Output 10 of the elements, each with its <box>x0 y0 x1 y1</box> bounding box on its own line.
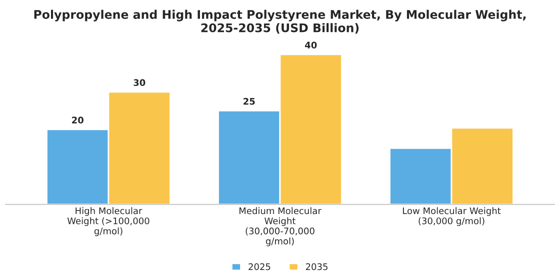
data-label: 25 <box>244 98 255 105</box>
legend-label: 2035 <box>306 263 328 270</box>
x-tick-label: Medium Molecular Weight (30,000-70,000 g/mol) <box>239 207 322 246</box>
chart-title: Polypropylene and High Impact Polystyrene Market, By Molecular Weight, 2025-2035 (USD Billion) <box>34 10 526 34</box>
data-label: 40 <box>304 42 317 48</box>
data-label: 30 <box>134 79 146 86</box>
x-tick-label: Low Molecular Weight (30,000 g/mol) <box>402 207 501 226</box>
data-label: 20 <box>72 116 84 124</box>
x-tick-label: High Molecular Weight (>100,000 g/mol) <box>67 207 150 236</box>
legend-label: 2025 <box>248 263 270 270</box>
